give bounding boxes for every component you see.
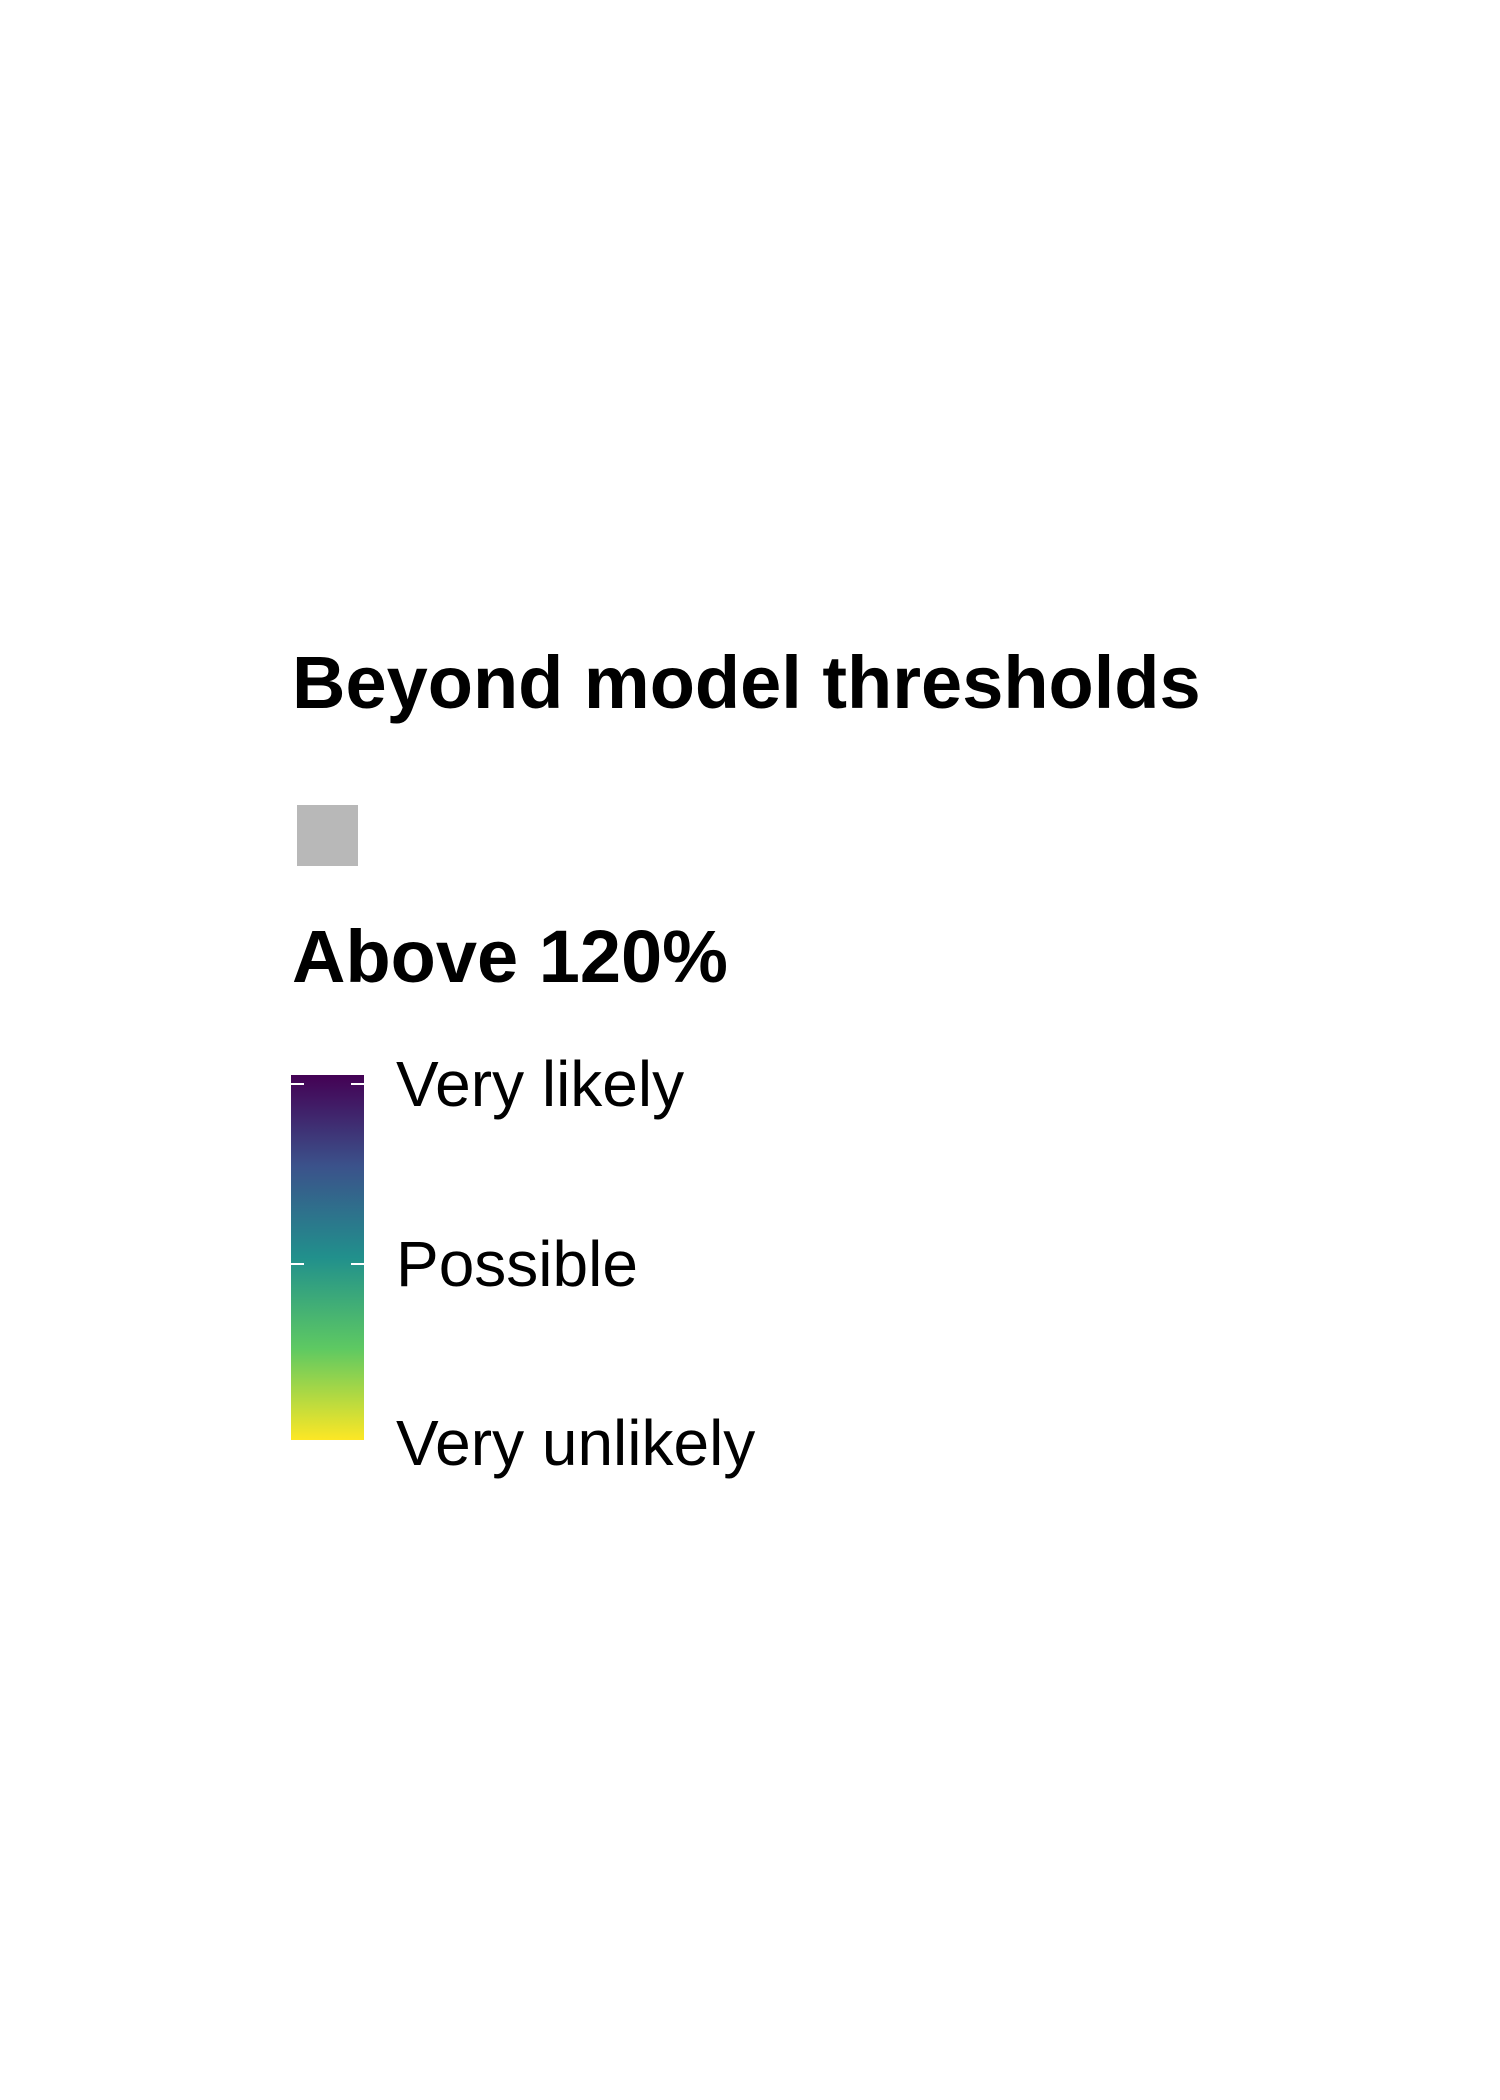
legend-colorbar-gradient (291, 1075, 364, 1440)
legend-title-above-120: Above 120% (292, 915, 728, 998)
legend-swatch-beyond-thresholds (297, 805, 358, 866)
legend-title-beyond-thresholds: Beyond model thresholds (292, 641, 1201, 724)
colorbar-tick-label: Very unlikely (396, 1407, 756, 1479)
colorbar-tick-label: Possible (396, 1227, 638, 1300)
colorbar-tick-mark (291, 1442, 364, 1444)
colorbar-tick-label: Very likely (396, 1048, 685, 1120)
